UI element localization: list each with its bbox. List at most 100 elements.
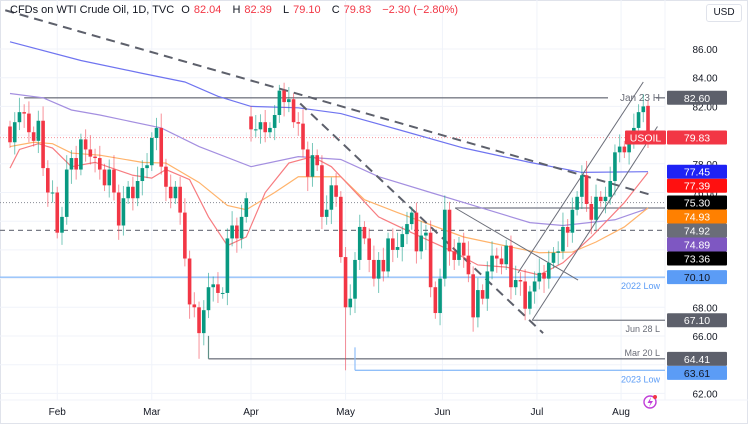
candle-body bbox=[414, 212, 419, 252]
candle bbox=[381, 247, 386, 282]
symbol-title[interactable]: CFDs on WTI Crude Oil, 1D, TVC bbox=[10, 4, 175, 16]
moving-average-line bbox=[9, 143, 649, 276]
price-axis-label: 66.00 bbox=[692, 332, 717, 343]
candle bbox=[589, 196, 594, 235]
symbol-tag-label: USOIL bbox=[630, 133, 662, 145]
candle bbox=[112, 155, 116, 201]
candle-body bbox=[395, 247, 400, 250]
currency-button[interactable]: USD bbox=[706, 4, 742, 22]
candle bbox=[391, 228, 395, 263]
candle-body bbox=[570, 209, 575, 233]
candle-body bbox=[334, 185, 338, 197]
candle bbox=[154, 117, 159, 151]
candle bbox=[395, 232, 400, 258]
price-tag-value: 74.93 bbox=[684, 212, 710, 224]
candle bbox=[83, 129, 88, 162]
candle bbox=[551, 247, 556, 269]
candle-body bbox=[513, 280, 518, 288]
price-axis-label: 62.00 bbox=[692, 389, 717, 400]
candle bbox=[476, 277, 480, 328]
candle bbox=[263, 109, 268, 143]
candle bbox=[135, 166, 140, 207]
candle bbox=[310, 142, 315, 187]
lightning-icon[interactable] bbox=[643, 395, 657, 409]
candle bbox=[565, 219, 570, 248]
price-tag-value: 74.89 bbox=[684, 240, 710, 252]
candle-body bbox=[391, 238, 395, 250]
candle-body bbox=[400, 234, 405, 248]
symbol-tag bbox=[625, 130, 666, 145]
candle-body bbox=[471, 274, 475, 318]
candle bbox=[230, 211, 234, 247]
time-axis-label: Mar bbox=[143, 407, 161, 418]
candle-body bbox=[381, 259, 386, 272]
candle-body bbox=[438, 278, 442, 314]
candle-body bbox=[41, 120, 45, 169]
candle-body bbox=[50, 192, 55, 194]
candle bbox=[433, 281, 438, 319]
high-value: 82.39 bbox=[244, 4, 272, 16]
candle bbox=[239, 204, 244, 249]
candle-body bbox=[206, 287, 211, 311]
candle-body bbox=[64, 169, 69, 217]
candle-body bbox=[594, 196, 598, 220]
candle bbox=[452, 239, 457, 270]
candle bbox=[46, 160, 50, 207]
candle-body bbox=[476, 290, 480, 318]
candle bbox=[253, 115, 258, 138]
candle bbox=[206, 272, 211, 319]
price-axis-label: 68.00 bbox=[692, 303, 717, 314]
candle-body bbox=[31, 132, 36, 141]
price-tag bbox=[667, 130, 727, 145]
candle bbox=[164, 158, 168, 202]
time-axis-label: Feb bbox=[49, 407, 67, 418]
price-tag-value: 75.30 bbox=[684, 198, 710, 210]
candle-body bbox=[589, 203, 594, 220]
candle-body bbox=[211, 284, 216, 288]
price-tag-value: 77.39 bbox=[684, 181, 710, 193]
high-label: H bbox=[232, 4, 241, 16]
candle-body bbox=[216, 284, 220, 293]
candle bbox=[116, 184, 121, 240]
candle bbox=[183, 198, 187, 267]
price-tag-value: 70.10 bbox=[684, 272, 710, 284]
candle bbox=[277, 84, 282, 123]
open-label: O bbox=[181, 4, 190, 16]
candle-body bbox=[187, 258, 192, 305]
candle bbox=[334, 173, 338, 207]
price-tag bbox=[667, 251, 727, 266]
candle-body bbox=[178, 186, 182, 213]
candle bbox=[8, 120, 12, 149]
candle-body bbox=[343, 257, 348, 308]
candle-body bbox=[627, 140, 631, 153]
candle bbox=[159, 113, 164, 175]
low-value: 79.10 bbox=[293, 4, 321, 16]
candle bbox=[513, 265, 518, 296]
candle bbox=[584, 160, 589, 212]
candle-body bbox=[287, 99, 291, 103]
candle-body bbox=[348, 298, 353, 308]
candle-body bbox=[504, 245, 509, 265]
price-tag-value: 64.41 bbox=[684, 354, 710, 366]
candle-body bbox=[168, 186, 173, 199]
candle bbox=[268, 122, 272, 138]
candle-body bbox=[320, 165, 324, 217]
candle bbox=[608, 166, 613, 205]
candle bbox=[315, 149, 319, 171]
candle-body bbox=[102, 169, 107, 186]
candle-body bbox=[27, 113, 31, 133]
candle-body bbox=[561, 226, 565, 252]
close-label: C bbox=[331, 4, 340, 16]
level-label: Jan 23 H bbox=[620, 93, 660, 104]
candle bbox=[55, 186, 60, 239]
candle bbox=[178, 176, 182, 225]
candle-body bbox=[636, 112, 641, 128]
candle-body bbox=[173, 186, 178, 199]
candle-body bbox=[405, 224, 409, 235]
candle-body bbox=[537, 272, 542, 282]
candle-body bbox=[112, 169, 116, 193]
candle bbox=[353, 252, 357, 314]
candle-body bbox=[528, 291, 532, 309]
candle-body bbox=[461, 242, 466, 256]
